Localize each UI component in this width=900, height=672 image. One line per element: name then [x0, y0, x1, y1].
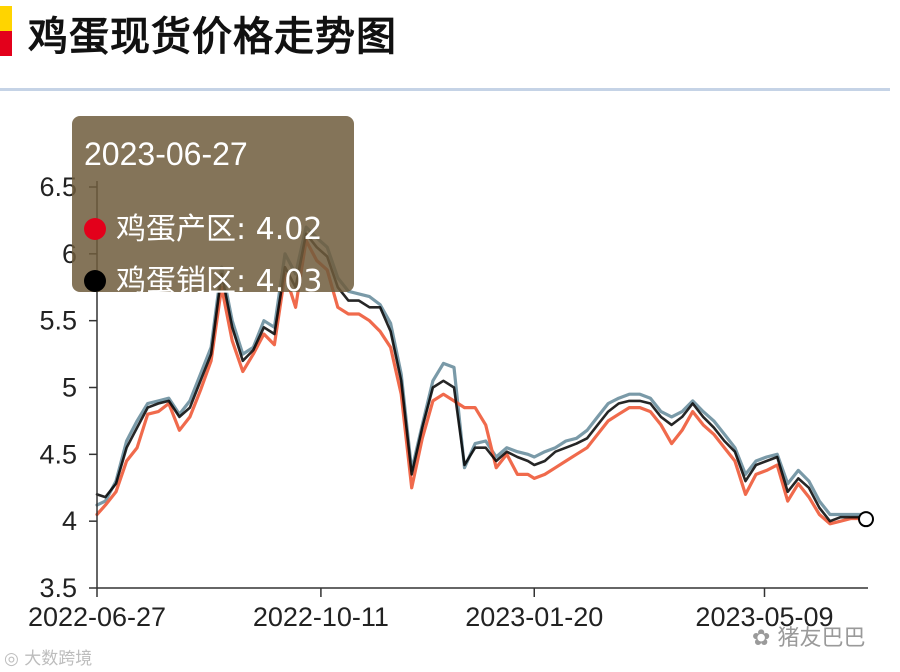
watermark-left: ◎ 大数跨境: [4, 644, 92, 669]
x-tick-label: 2023-01-20: [465, 602, 603, 632]
hover-point-marker: [858, 511, 874, 528]
x-tick-label: 2023-05-09: [695, 602, 833, 632]
chart-tooltip: 2023-06-27 鸡蛋产区: 4.02 鸡蛋销区: 4.03: [72, 116, 354, 299]
tooltip-row-label: 鸡蛋产区: 4.02: [116, 212, 323, 247]
watermark-right-text: 猪友巴巴: [777, 626, 866, 651]
x-tick-label: 2022-06-27: [28, 602, 166, 632]
y-tick-label: 3.5: [39, 573, 77, 603]
y-tick-label: 6.5: [39, 172, 77, 202]
series-line-1: [95, 238, 870, 526]
tooltip-row-sales-area: 鸡蛋销区: 4.03: [84, 256, 322, 300]
title-divider: [0, 88, 890, 91]
tooltip-dot-red: [84, 217, 106, 240]
tooltip-dot-black: [84, 269, 106, 292]
watermark-right: ✿ 猪友巴巴: [752, 620, 865, 652]
y-tick-label: 5.5: [39, 306, 77, 336]
weibo-icon: ◎: [4, 649, 19, 669]
y-tick-label: 4.5: [39, 439, 77, 469]
page-title: 鸡蛋现货价格走势图: [28, 14, 397, 60]
y-tick-label: 4: [62, 506, 77, 536]
watermark-left-text: 大数跨境: [24, 649, 93, 669]
tooltip-row-label: 鸡蛋销区: 4.03: [116, 264, 323, 299]
y-tick-label: 5: [62, 373, 77, 403]
tooltip-row-producing-area: 鸡蛋产区: 4.02: [84, 204, 322, 248]
wechat-icon: ✿: [752, 626, 771, 651]
tooltip-date: 2023-06-27: [84, 136, 248, 172]
title-accent-bar: [0, 6, 12, 56]
x-tick-label: 2022-10-11: [253, 602, 389, 632]
